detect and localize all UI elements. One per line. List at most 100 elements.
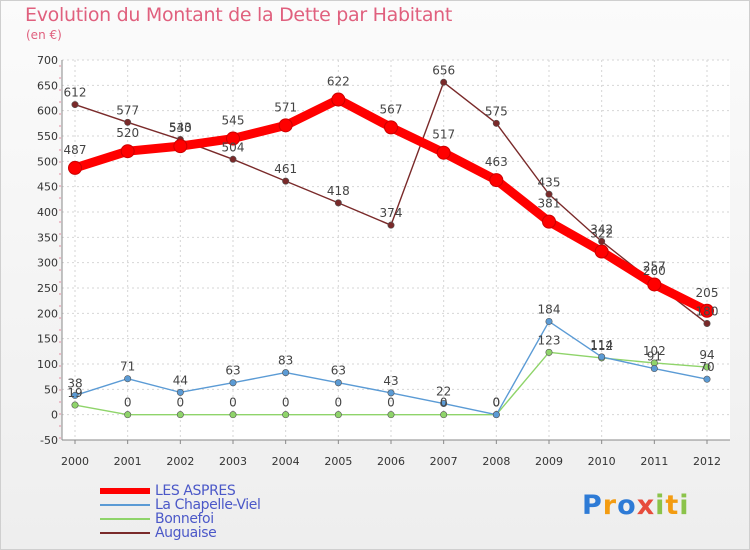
legend-swatch-la-chapelle-viel bbox=[100, 504, 150, 506]
data-label: 0 bbox=[440, 396, 448, 410]
data-label: 260 bbox=[643, 264, 666, 278]
legend-label: La Chapelle-Viel bbox=[155, 497, 261, 513]
data-label: 112 bbox=[590, 339, 613, 353]
data-point bbox=[229, 379, 237, 387]
data-label: 19 bbox=[67, 386, 82, 400]
y-tick-label: 0 bbox=[51, 409, 58, 422]
data-point bbox=[647, 277, 662, 292]
data-label: 0 bbox=[177, 396, 185, 410]
y-tick-label: 350 bbox=[37, 231, 58, 244]
data-point bbox=[68, 160, 82, 175]
data-label: 0 bbox=[124, 396, 132, 410]
y-tick-label: 100 bbox=[37, 358, 58, 371]
legend-swatch-bonnefoi bbox=[100, 518, 150, 520]
legend-label: Auguaise bbox=[155, 525, 217, 541]
y-tick-label: 50 bbox=[44, 383, 58, 396]
data-point bbox=[387, 221, 395, 229]
logo-letter: i bbox=[679, 490, 690, 521]
logo-letter: P bbox=[582, 490, 603, 521]
data-label: 102 bbox=[643, 344, 666, 358]
x-tick-label: 2003 bbox=[219, 455, 247, 468]
data-point bbox=[282, 177, 290, 185]
data-point bbox=[124, 411, 132, 419]
data-label: 63 bbox=[225, 364, 240, 378]
data-point bbox=[598, 353, 606, 361]
data-label: 622 bbox=[327, 75, 350, 89]
data-point bbox=[440, 400, 448, 408]
data-point bbox=[334, 379, 342, 387]
data-label: 487 bbox=[64, 143, 87, 157]
data-label: 530 bbox=[169, 121, 192, 135]
x-tick-label: 2010 bbox=[588, 455, 616, 468]
data-point bbox=[703, 375, 711, 383]
data-point bbox=[700, 303, 714, 318]
data-label: 435 bbox=[538, 175, 561, 189]
chart-subtitle: (en €) bbox=[26, 28, 62, 42]
data-point bbox=[71, 101, 79, 109]
data-label: 63 bbox=[331, 364, 346, 378]
data-label: 94 bbox=[699, 348, 714, 362]
data-label: 114 bbox=[590, 338, 613, 352]
y-tick-label: 400 bbox=[37, 206, 58, 219]
data-point bbox=[176, 388, 184, 396]
x-tick-label: 2001 bbox=[114, 455, 142, 468]
logo-letter: i bbox=[655, 490, 666, 521]
data-label: 180 bbox=[696, 304, 719, 318]
data-point bbox=[440, 411, 448, 419]
y-tick-label: 300 bbox=[37, 257, 58, 270]
y-tick-label: 200 bbox=[37, 307, 58, 320]
data-point bbox=[387, 389, 395, 397]
data-label: 38 bbox=[67, 376, 82, 390]
data-label: 517 bbox=[432, 128, 455, 142]
data-point bbox=[124, 118, 132, 126]
y-tick-label: 150 bbox=[37, 333, 58, 346]
data-label: 123 bbox=[538, 333, 561, 347]
data-label: 461 bbox=[274, 162, 297, 176]
data-label: 44 bbox=[173, 373, 188, 387]
data-point bbox=[282, 411, 290, 419]
x-tick-label: 2006 bbox=[377, 455, 405, 468]
data-label: 43 bbox=[383, 374, 398, 388]
logo-letter: t bbox=[665, 490, 680, 521]
x-tick-label: 2012 bbox=[693, 455, 721, 468]
data-label: 567 bbox=[380, 102, 403, 116]
data-label: 0 bbox=[387, 396, 395, 410]
data-point bbox=[173, 139, 188, 154]
data-label: 545 bbox=[222, 114, 245, 128]
data-label: 71 bbox=[120, 360, 135, 374]
data-label: 374 bbox=[380, 206, 403, 220]
logo-letter: x bbox=[636, 490, 656, 521]
data-point bbox=[334, 199, 342, 207]
y-tick-label: 500 bbox=[37, 155, 58, 168]
data-label: 381 bbox=[538, 197, 561, 211]
y-tick-label: 600 bbox=[37, 105, 58, 118]
y-tick-label: -50 bbox=[40, 434, 58, 447]
data-point bbox=[229, 155, 237, 163]
data-point bbox=[492, 119, 500, 127]
data-label: 184 bbox=[538, 302, 561, 316]
data-point bbox=[703, 363, 711, 371]
data-label: 0 bbox=[282, 396, 290, 410]
x-tick-label: 2005 bbox=[324, 455, 352, 468]
data-label: 257 bbox=[643, 259, 666, 273]
x-tick-label: 2000 bbox=[61, 455, 89, 468]
data-point bbox=[545, 190, 553, 198]
data-label: 0 bbox=[493, 396, 501, 410]
data-label: 0 bbox=[335, 396, 343, 410]
logo-letter: r bbox=[602, 490, 618, 521]
data-label: 70 bbox=[699, 360, 714, 374]
data-point bbox=[545, 348, 553, 356]
x-tick-label: 2002 bbox=[166, 455, 194, 468]
data-point bbox=[71, 391, 79, 399]
y-tick-label: 550 bbox=[37, 130, 58, 143]
x-tick-label: 2009 bbox=[535, 455, 563, 468]
legend-label: LES ASPRES bbox=[155, 483, 236, 499]
data-point bbox=[387, 411, 395, 419]
data-point bbox=[440, 78, 448, 86]
data-label: 205 bbox=[696, 286, 719, 300]
data-label: 22 bbox=[436, 385, 451, 399]
data-point bbox=[594, 244, 609, 259]
data-label: 322 bbox=[590, 227, 613, 241]
legend-swatch-auguaise bbox=[100, 532, 150, 534]
